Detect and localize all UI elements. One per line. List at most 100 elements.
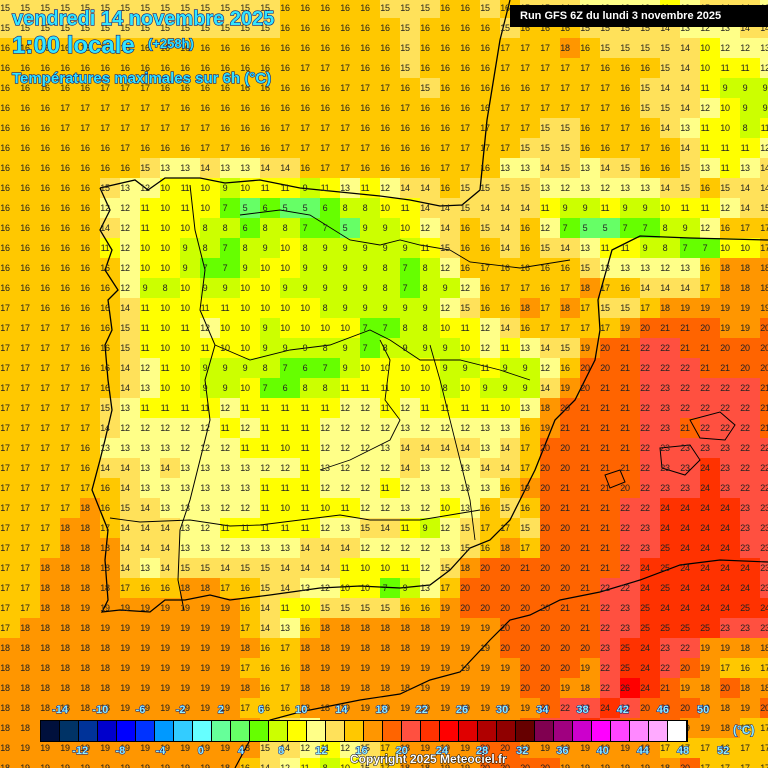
temperature-value: 16: [200, 43, 210, 53]
color-cell: [0, 178, 20, 198]
temperature-value: 17: [440, 163, 450, 173]
temperature-value: 11: [700, 203, 710, 213]
temperature-value: 10: [720, 123, 730, 133]
temperature-value: 13: [420, 483, 430, 493]
color-cell: [20, 158, 40, 178]
temperature-value: 12: [240, 503, 250, 513]
temperature-value: 23: [760, 623, 768, 633]
legend-swatch: [136, 721, 155, 741]
color-cell: [260, 18, 280, 38]
temperature-value: 15: [620, 43, 630, 53]
temperature-value: 11: [240, 443, 250, 453]
temperature-value: 19: [720, 303, 730, 313]
temperature-value: 24: [700, 463, 710, 473]
temperature-value: 11: [760, 123, 768, 133]
temperature-value: 19: [560, 763, 570, 768]
temperature-value: 12: [760, 143, 768, 153]
temperature-value: 18: [40, 583, 50, 593]
temperature-value: 16: [520, 83, 530, 93]
color-cell: [380, 118, 400, 138]
temperature-value: 16: [200, 103, 210, 113]
temperature-value: 14: [760, 183, 768, 193]
temperature-value: 23: [620, 623, 630, 633]
color-cell: [200, 38, 220, 58]
temperature-value: 19: [480, 663, 490, 673]
temperature-value: 12: [440, 463, 450, 473]
color-cell: [480, 118, 500, 138]
temperature-value: 14: [160, 463, 170, 473]
legend-tick-label: 8: [278, 745, 285, 758]
temperature-value: 13: [320, 463, 330, 473]
color-cell: [440, 0, 460, 18]
color-cell: [200, 178, 220, 198]
temperature-value: 9: [382, 243, 388, 253]
temperature-value: 19: [160, 643, 170, 653]
color-cell: [620, 58, 640, 78]
temperature-value: 16: [640, 123, 650, 133]
temperature-value: 11: [280, 483, 290, 493]
temperature-value: 18: [0, 643, 10, 653]
temperature-value: 10: [300, 323, 310, 333]
temperature-value: 14: [260, 163, 270, 173]
temperature-value: 16: [80, 363, 90, 373]
color-cell: [420, 38, 440, 58]
temperature-value: 12: [380, 503, 390, 513]
temperature-value: 17: [700, 763, 710, 768]
color-cell: [380, 158, 400, 178]
temperature-value: 20: [500, 623, 510, 633]
temperature-value: 12: [220, 443, 230, 453]
temperature-value: 16: [720, 223, 730, 233]
temperature-value: 17: [300, 123, 310, 133]
temperature-value: 17: [40, 463, 50, 473]
legend-tick-label: -10: [92, 704, 109, 717]
color-cell: [40, 78, 60, 98]
temperature-value: 13: [200, 483, 210, 493]
temperature-value: 18: [740, 263, 750, 273]
color-cell: [20, 138, 40, 158]
temperature-value: 7: [322, 223, 328, 233]
temperature-value: 20: [540, 583, 550, 593]
temperature-value: 24: [680, 563, 690, 573]
temperature-value: 10: [720, 103, 730, 113]
color-cell: [340, 118, 360, 138]
temperature-value: 23: [720, 443, 730, 453]
color-cell: [140, 58, 160, 78]
temperature-value: 17: [40, 523, 50, 533]
temperature-value: 15: [460, 183, 470, 193]
temperature-value: 7: [222, 263, 228, 273]
temperature-value: 18: [100, 583, 110, 593]
temperature-value: 21: [580, 403, 590, 413]
temperature-value: 10: [160, 303, 170, 313]
temperature-value: 14: [740, 203, 750, 213]
temperature-value: 19: [80, 763, 90, 768]
temperature-value: 17: [140, 123, 150, 133]
temperature-value: 10: [300, 303, 310, 313]
temperature-value: 16: [0, 243, 10, 253]
temperature-value: 20: [520, 583, 530, 593]
temperature-value: 12: [360, 403, 370, 413]
legend-swatch: [440, 721, 459, 741]
temperature-value: 25: [660, 583, 670, 593]
temperature-value: 16: [380, 103, 390, 113]
temperature-value: 25: [680, 623, 690, 633]
temperature-value: 16: [80, 343, 90, 353]
temperature-value: 18: [100, 683, 110, 693]
temperature-value: 24: [720, 583, 730, 593]
temperature-value: 10: [380, 363, 390, 373]
temperature-value: 22: [600, 663, 610, 673]
temperature-value: 24: [680, 543, 690, 553]
temperature-value: 14: [320, 563, 330, 573]
legend-swatch: [554, 721, 573, 741]
temperature-value: 16: [620, 83, 630, 93]
temperature-value: 23: [660, 403, 670, 413]
temperature-value: 13: [520, 403, 530, 413]
temperature-value: 17: [0, 543, 10, 553]
temperature-value: 10: [160, 243, 170, 253]
color-cell: [720, 38, 740, 58]
temperature-value: 14: [120, 363, 130, 373]
temperature-value: 7: [562, 223, 568, 233]
legend-tick-label: -12: [72, 745, 89, 758]
temperature-value: 14: [500, 323, 510, 333]
temperature-value: 17: [700, 283, 710, 293]
